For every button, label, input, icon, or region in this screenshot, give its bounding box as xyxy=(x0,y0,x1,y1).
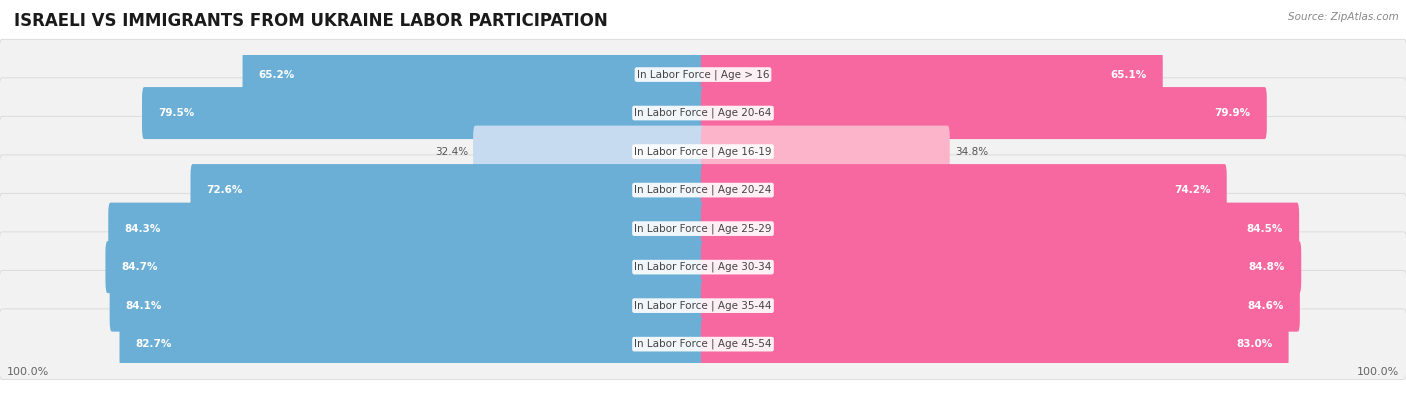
Text: 100.0%: 100.0% xyxy=(1357,367,1399,377)
FancyBboxPatch shape xyxy=(700,241,1302,293)
FancyBboxPatch shape xyxy=(0,271,1406,341)
Text: In Labor Force | Age > 16: In Labor Force | Age > 16 xyxy=(637,69,769,80)
FancyBboxPatch shape xyxy=(0,40,1406,110)
Text: In Labor Force | Age 30-34: In Labor Force | Age 30-34 xyxy=(634,262,772,273)
Text: 72.6%: 72.6% xyxy=(207,185,243,195)
FancyBboxPatch shape xyxy=(700,280,1299,332)
FancyBboxPatch shape xyxy=(700,126,950,178)
FancyBboxPatch shape xyxy=(0,194,1406,264)
Text: In Labor Force | Age 20-64: In Labor Force | Age 20-64 xyxy=(634,108,772,118)
FancyBboxPatch shape xyxy=(242,49,704,101)
Text: 74.2%: 74.2% xyxy=(1174,185,1211,195)
Text: 84.5%: 84.5% xyxy=(1247,224,1282,233)
Text: ISRAELI VS IMMIGRANTS FROM UKRAINE LABOR PARTICIPATION: ISRAELI VS IMMIGRANTS FROM UKRAINE LABOR… xyxy=(14,12,607,30)
Text: 32.4%: 32.4% xyxy=(434,147,468,156)
Text: 83.0%: 83.0% xyxy=(1236,339,1272,349)
FancyBboxPatch shape xyxy=(105,241,704,293)
FancyBboxPatch shape xyxy=(191,164,704,216)
Text: 79.5%: 79.5% xyxy=(157,108,194,118)
Text: 84.7%: 84.7% xyxy=(121,262,157,272)
Text: 65.2%: 65.2% xyxy=(259,70,295,79)
Text: In Labor Force | Age 20-24: In Labor Force | Age 20-24 xyxy=(634,185,772,196)
FancyBboxPatch shape xyxy=(700,87,1267,139)
FancyBboxPatch shape xyxy=(0,232,1406,302)
FancyBboxPatch shape xyxy=(110,280,704,332)
Text: 82.7%: 82.7% xyxy=(135,339,172,349)
Text: In Labor Force | Age 45-54: In Labor Force | Age 45-54 xyxy=(634,339,772,350)
FancyBboxPatch shape xyxy=(700,318,1289,370)
FancyBboxPatch shape xyxy=(120,318,704,370)
FancyBboxPatch shape xyxy=(108,203,704,255)
Text: 65.1%: 65.1% xyxy=(1111,70,1146,79)
FancyBboxPatch shape xyxy=(0,155,1406,225)
Text: In Labor Force | Age 16-19: In Labor Force | Age 16-19 xyxy=(634,146,772,157)
FancyBboxPatch shape xyxy=(0,309,1406,379)
FancyBboxPatch shape xyxy=(700,49,1163,101)
Text: 84.1%: 84.1% xyxy=(127,301,162,310)
Text: Source: ZipAtlas.com: Source: ZipAtlas.com xyxy=(1288,12,1399,22)
FancyBboxPatch shape xyxy=(700,164,1227,216)
FancyBboxPatch shape xyxy=(0,117,1406,187)
Text: In Labor Force | Age 25-29: In Labor Force | Age 25-29 xyxy=(634,223,772,234)
Text: 79.9%: 79.9% xyxy=(1215,108,1251,118)
FancyBboxPatch shape xyxy=(472,126,706,178)
Text: In Labor Force | Age 35-44: In Labor Force | Age 35-44 xyxy=(634,300,772,311)
Text: 84.3%: 84.3% xyxy=(125,224,160,233)
FancyBboxPatch shape xyxy=(0,78,1406,148)
FancyBboxPatch shape xyxy=(700,203,1299,255)
FancyBboxPatch shape xyxy=(142,87,704,139)
Text: 84.8%: 84.8% xyxy=(1249,262,1285,272)
Text: 100.0%: 100.0% xyxy=(7,367,49,377)
Text: 34.8%: 34.8% xyxy=(955,147,988,156)
Text: 84.6%: 84.6% xyxy=(1247,301,1284,310)
